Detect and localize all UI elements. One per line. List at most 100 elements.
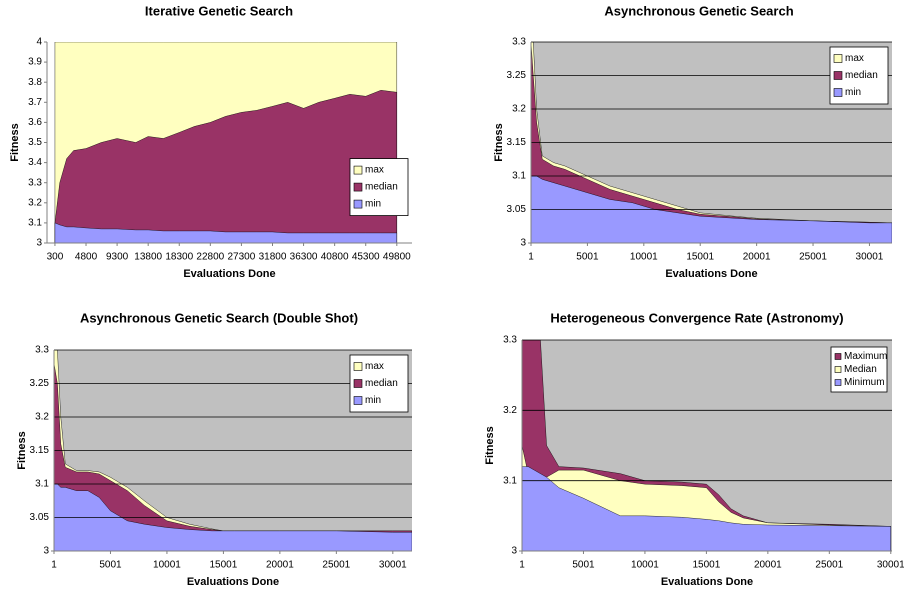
x-tick-label: 5001 xyxy=(576,252,599,263)
y-tick-label: 4 xyxy=(36,37,42,48)
plot-area xyxy=(522,340,891,551)
x-tick-label: 15001 xyxy=(686,252,714,263)
y-tick-label: 3.1 xyxy=(512,171,526,182)
y-tick-label: 3.15 xyxy=(507,137,527,148)
legend-label: Maximum xyxy=(844,351,887,362)
x-tick-label: 20001 xyxy=(743,252,771,263)
legend-swatch xyxy=(353,182,363,192)
chart: Heterogeneous Convergence Rate (Astronom… xyxy=(484,310,904,587)
x-tick-label: 36300 xyxy=(290,252,318,263)
y-tick-label: 3.8 xyxy=(28,77,42,88)
x-tick-label: 18300 xyxy=(165,252,193,263)
y-tick-label: 3.3 xyxy=(35,345,49,356)
x-axis-label: Evaluations Done xyxy=(183,268,275,280)
x-axis-label: Evaluations Done xyxy=(187,576,279,588)
y-tick-label: 3.9 xyxy=(28,57,42,68)
x-tick-label: 31800 xyxy=(259,252,287,263)
legend-swatch xyxy=(353,165,363,175)
y-tick-label: 3.4 xyxy=(28,157,42,168)
x-tick-label: 25001 xyxy=(799,252,827,263)
x-tick-label: 13800 xyxy=(134,252,162,263)
x-tick-label: 15001 xyxy=(692,560,720,571)
y-tick-label: 3.3 xyxy=(28,177,42,188)
plot-area xyxy=(54,42,398,243)
plot-area xyxy=(54,350,412,551)
y-tick-label: 3.3 xyxy=(512,37,526,48)
legend-swatch xyxy=(353,396,363,405)
x-tick-label: 4800 xyxy=(75,252,98,263)
x-tick-label: 5001 xyxy=(572,560,595,571)
x-tick-label: 30001 xyxy=(379,560,407,571)
area xyxy=(54,222,398,243)
legend-label: median xyxy=(365,182,398,193)
legend-swatch xyxy=(353,199,363,209)
y-tick-label: 3.6 xyxy=(28,117,42,128)
legend-swatch xyxy=(833,54,843,63)
x-tick-label: 30001 xyxy=(856,252,884,263)
y-axis-label: Fitness xyxy=(9,123,21,162)
x-tick-label: 45300 xyxy=(352,252,380,263)
legend-label: max xyxy=(365,361,384,372)
x-tick-label: 10001 xyxy=(630,252,658,263)
chart-title: Asynchronous Genetic Search xyxy=(604,3,793,18)
x-tick-label: 1 xyxy=(528,252,534,263)
y-tick-label: 3.25 xyxy=(507,70,527,81)
chart: Iterative Genetic Search 3 3.1 3.2 3.3 3.4 3.5… xyxy=(9,3,412,280)
x-tick-label: 10001 xyxy=(631,560,659,571)
legend-label: median xyxy=(365,378,398,389)
plot-area xyxy=(531,42,892,243)
y-tick-label: 3 xyxy=(520,238,526,249)
chart-title: Asynchronous Genetic Search (Double Shot… xyxy=(80,310,358,325)
y-tick-label: 3.2 xyxy=(512,104,526,115)
chart-title: Heterogeneous Convergence Rate (Astronom… xyxy=(550,310,843,325)
chart: Asynchronous Genetic Search (Double Shot… xyxy=(16,310,412,588)
y-tick-label: 3 xyxy=(43,546,49,557)
x-axis-label: Evaluations Done xyxy=(661,576,753,588)
y-tick-label: 3.1 xyxy=(28,218,42,229)
legend-label: min xyxy=(365,199,381,210)
y-tick-label: 3.05 xyxy=(507,204,527,215)
y-tick-label: 3.1 xyxy=(35,479,49,490)
area xyxy=(531,175,892,243)
legend-label: Median xyxy=(844,364,877,375)
legend-label: min xyxy=(845,87,861,98)
legend-label: max xyxy=(845,53,864,64)
legend-label: max xyxy=(365,165,384,176)
chart-title: Iterative Genetic Search xyxy=(145,3,293,18)
y-tick-label: 3.5 xyxy=(28,137,42,148)
x-tick-label: 20001 xyxy=(266,560,294,571)
y-axis-label: Fitness xyxy=(484,426,496,465)
legend-swatch xyxy=(834,366,842,373)
x-tick-label: 20001 xyxy=(754,560,782,571)
y-tick-label: 3.2 xyxy=(503,405,517,416)
legend-swatch xyxy=(353,379,363,388)
legend-swatch xyxy=(834,353,842,360)
y-tick-label: 3.3 xyxy=(503,335,517,346)
y-tick-label: 3 xyxy=(511,546,517,557)
x-tick-label: 22800 xyxy=(196,252,224,263)
legend-swatch xyxy=(833,88,843,97)
y-tick-label: 3.15 xyxy=(30,445,50,456)
y-tick-label: 3.25 xyxy=(30,378,50,389)
x-tick-label: 10001 xyxy=(153,560,181,571)
legend-label: Minimum xyxy=(844,377,885,388)
x-axis-label: Evaluations Done xyxy=(665,268,757,280)
x-tick-label: 25001 xyxy=(322,560,350,571)
legend-swatch xyxy=(834,379,842,386)
legend-label: min xyxy=(365,395,381,406)
x-tick-label: 15001 xyxy=(209,560,237,571)
x-tick-label: 9300 xyxy=(106,252,129,263)
x-tick-label: 1 xyxy=(519,560,525,571)
area xyxy=(54,90,398,243)
y-tick-label: 3.7 xyxy=(28,97,42,108)
x-tick-label: 25001 xyxy=(815,560,843,571)
x-tick-label: 1 xyxy=(51,560,57,571)
legend-swatch xyxy=(833,71,843,80)
x-tick-label: 40800 xyxy=(321,252,349,263)
y-tick-label: 3.2 xyxy=(35,412,49,423)
y-tick-label: 3.05 xyxy=(30,512,50,523)
legend-label: median xyxy=(845,70,878,81)
legend-swatch xyxy=(353,362,363,371)
x-tick-label: 30001 xyxy=(877,560,904,571)
x-tick-label: 5001 xyxy=(99,560,122,571)
